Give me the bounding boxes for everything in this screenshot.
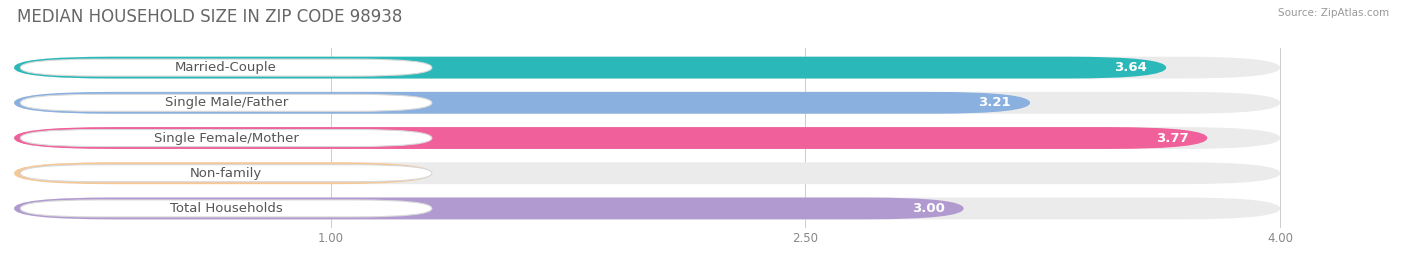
FancyBboxPatch shape [14, 127, 1279, 149]
FancyBboxPatch shape [14, 198, 1279, 219]
Text: Source: ZipAtlas.com: Source: ZipAtlas.com [1278, 8, 1389, 18]
FancyBboxPatch shape [21, 165, 432, 182]
Text: Married-Couple: Married-Couple [176, 61, 277, 74]
Text: Single Male/Father: Single Male/Father [165, 96, 288, 109]
FancyBboxPatch shape [14, 92, 1031, 114]
FancyBboxPatch shape [14, 92, 1279, 114]
Text: MEDIAN HOUSEHOLD SIZE IN ZIP CODE 98938: MEDIAN HOUSEHOLD SIZE IN ZIP CODE 98938 [17, 8, 402, 26]
FancyBboxPatch shape [14, 198, 963, 219]
Text: 3.64: 3.64 [1115, 61, 1147, 74]
Text: Total Households: Total Households [170, 202, 283, 215]
Text: 3.77: 3.77 [1156, 132, 1188, 144]
Text: 1.32: 1.32 [380, 167, 413, 180]
FancyBboxPatch shape [14, 127, 1208, 149]
Text: 3.00: 3.00 [911, 202, 945, 215]
Text: Single Female/Mother: Single Female/Mother [153, 132, 298, 144]
FancyBboxPatch shape [14, 162, 1279, 184]
FancyBboxPatch shape [14, 162, 432, 184]
FancyBboxPatch shape [14, 57, 1166, 79]
FancyBboxPatch shape [21, 94, 432, 111]
FancyBboxPatch shape [21, 59, 432, 76]
FancyBboxPatch shape [14, 57, 1279, 79]
Text: Non-family: Non-family [190, 167, 263, 180]
FancyBboxPatch shape [21, 129, 432, 147]
Text: 3.21: 3.21 [979, 96, 1011, 109]
FancyBboxPatch shape [21, 200, 432, 217]
